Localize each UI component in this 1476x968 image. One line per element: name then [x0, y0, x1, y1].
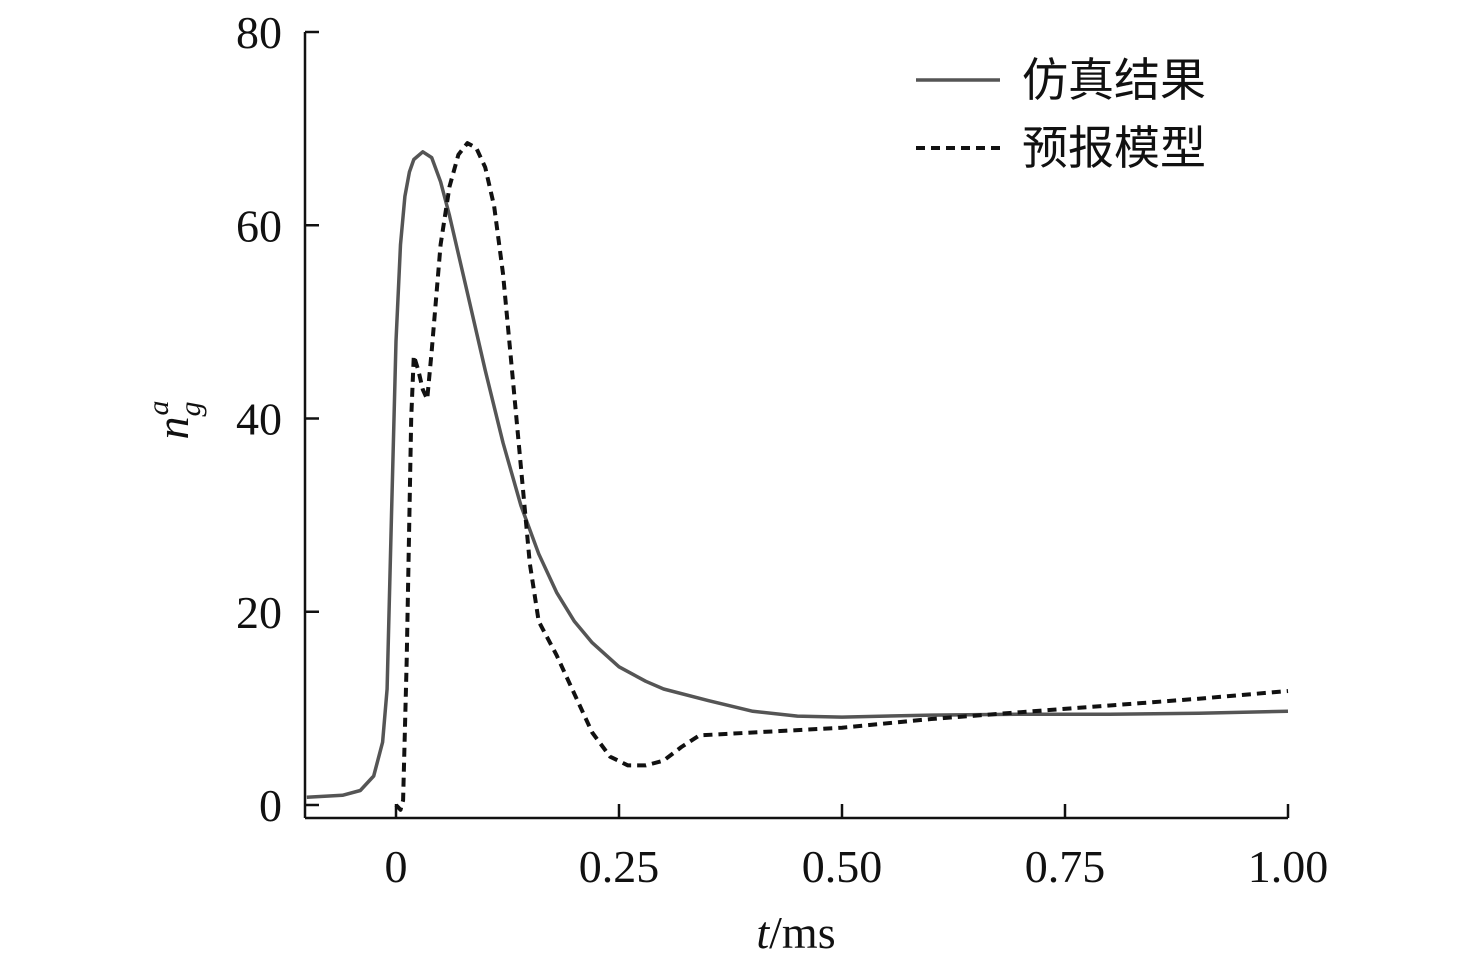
y-axis-label: nga — [142, 401, 207, 440]
y-tick-label: 60 — [236, 200, 282, 251]
series-line-1 — [306, 150, 1289, 800]
y-axis-label-base: n — [147, 417, 198, 440]
axes: 0 20 40 60 80 0 0.25 0.50 0.75 1.00 — [236, 7, 1328, 892]
legend-label-2: 预报模型 — [1022, 121, 1206, 175]
x-tick-label: 0.50 — [802, 841, 883, 892]
x-axis-label-var: t — [756, 907, 770, 958]
series-layer — [306, 141, 1289, 812]
x-axis-label-unit: /ms — [769, 907, 835, 958]
x-tick-label: 1.00 — [1248, 841, 1329, 892]
x-tick-label: 0.75 — [1025, 841, 1106, 892]
y-axis-label-sub: g — [174, 402, 207, 417]
y-tick-label: 80 — [236, 7, 282, 58]
x-axis-label: t/ms — [756, 907, 835, 958]
y-axis-label-sup: a — [142, 401, 175, 416]
x-tick-label: 0.25 — [579, 841, 660, 892]
y-axis-title: nga — [142, 401, 207, 440]
x-tick-label: 0 — [385, 841, 408, 892]
y-tick-label: 40 — [236, 394, 282, 445]
series-line-2 — [394, 141, 1289, 812]
y-tick-label: 0 — [259, 780, 282, 831]
x-axis-title: t/ms — [756, 907, 835, 958]
legend-label-1: 仿真结果 — [1022, 53, 1206, 107]
y-axis-title-group: nga — [142, 401, 207, 440]
y-tick-label: 20 — [236, 587, 282, 638]
